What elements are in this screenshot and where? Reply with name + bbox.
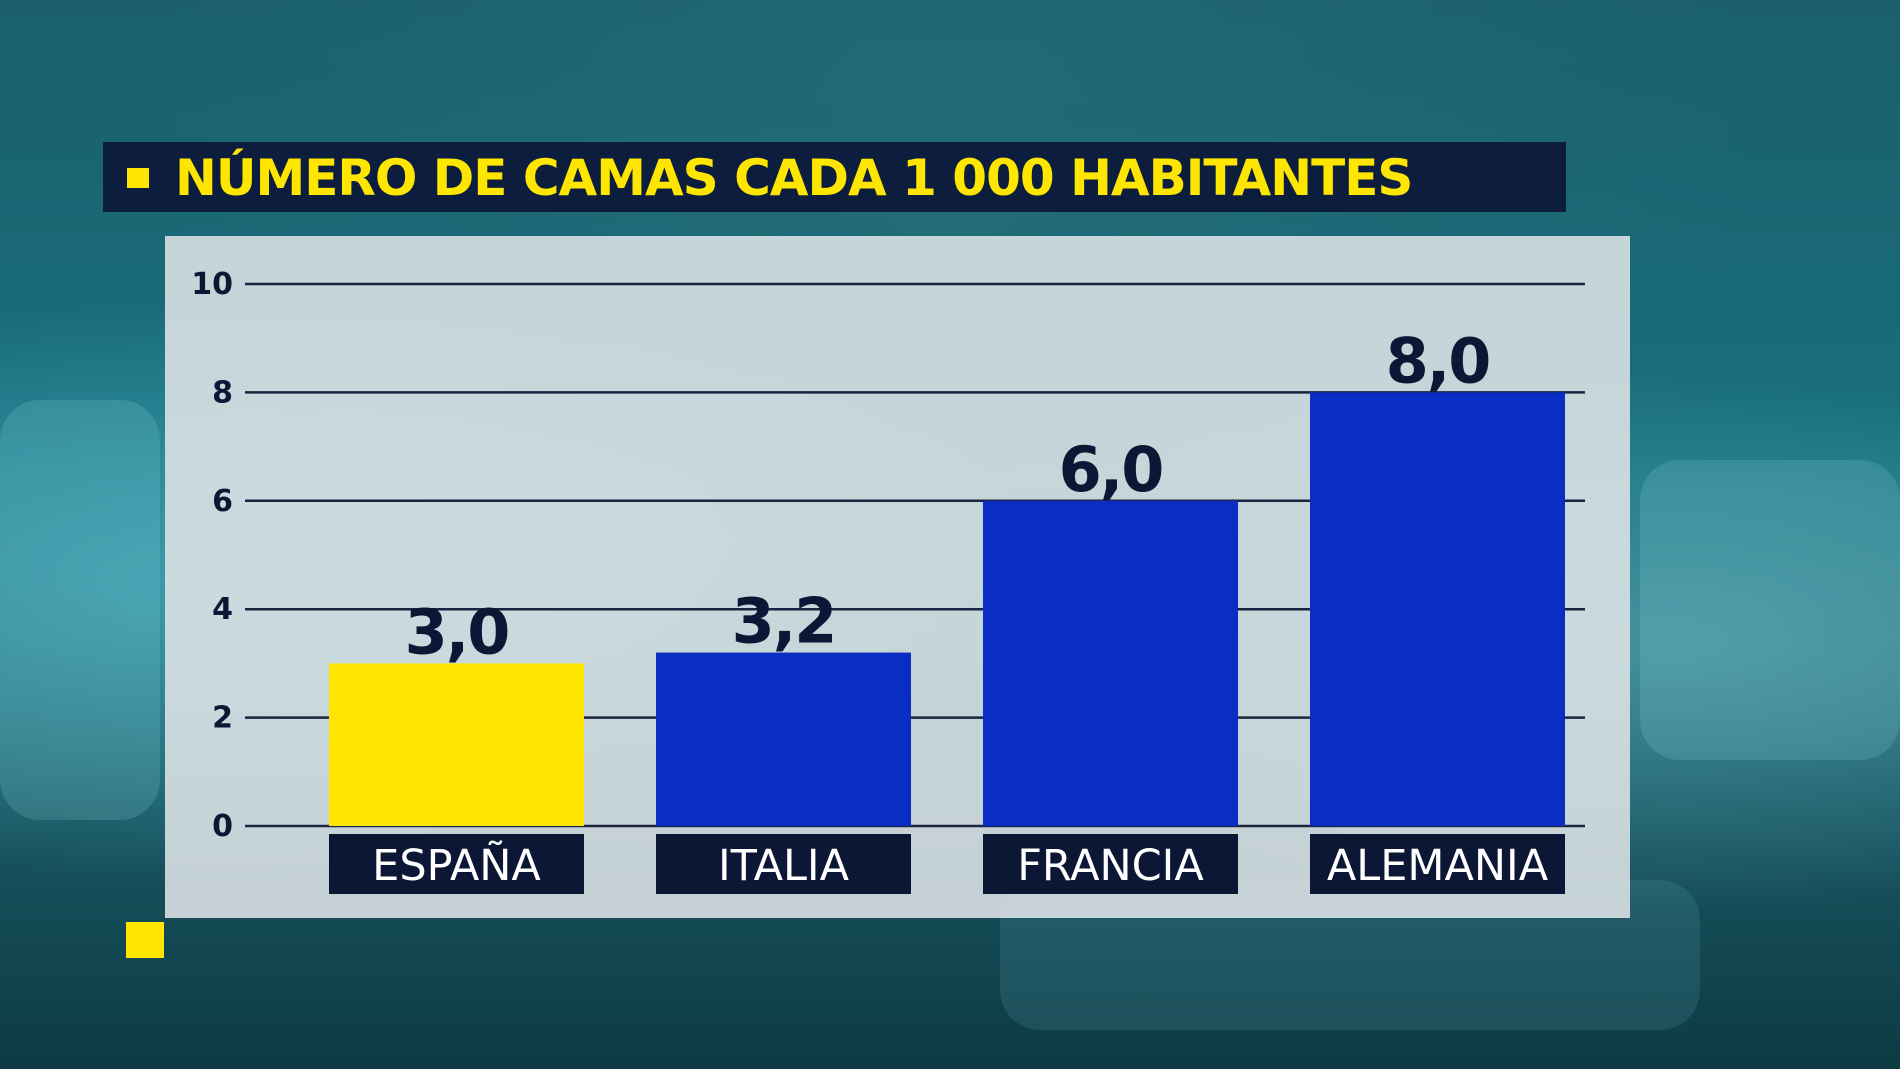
category-labels: ESPAÑA ITALIA FRANCIA ALEMANIA	[329, 834, 1565, 894]
bar-italia	[656, 652, 911, 826]
bars	[329, 392, 1565, 826]
background-bed-shape-left	[0, 400, 160, 820]
y-tick-label-8: 8	[212, 375, 233, 410]
category-box-españa	[329, 834, 584, 894]
value-label-alemania: 8,0	[1386, 324, 1490, 397]
category-box-italia	[656, 834, 911, 894]
bar-españa	[329, 663, 584, 826]
bar-chart: 0 2 4 6 8 10 3,0 3,2 6,0 8,0 ESPAÑA ITALIA FRANCIA…	[191, 267, 1585, 894]
category-box-francia	[983, 834, 1238, 894]
y-tick-label-4: 4	[212, 592, 233, 627]
y-tick-label-0: 0	[212, 809, 233, 844]
title-bullet-square	[127, 168, 149, 188]
chart-title: NÚMERO DE CAMAS CADA 1 000 HABITANTES	[175, 149, 1413, 207]
y-tick-label-10: 10	[191, 267, 233, 302]
value-label-francia: 6,0	[1059, 433, 1163, 506]
category-label-españa: ESPAÑA	[372, 840, 541, 891]
y-tick-label-2: 2	[212, 701, 233, 736]
chart-title-bar: NÚMERO DE CAMAS CADA 1 000 HABITANTES	[103, 142, 1566, 212]
corner-logo-square	[126, 922, 164, 958]
bar-alemania	[1310, 392, 1565, 826]
category-label-francia: FRANCIA	[1017, 841, 1204, 891]
value-label-italia: 3,2	[732, 585, 836, 658]
y-axis-ticks: 0 2 4 6 8 10	[191, 267, 233, 844]
background-bed-shape-right	[1640, 460, 1900, 760]
category-label-alemania: ALEMANIA	[1327, 841, 1549, 891]
value-label-españa: 3,0	[405, 595, 509, 668]
category-box-alemania	[1310, 834, 1565, 894]
bar-francia	[983, 500, 1238, 826]
category-label-italia: ITALIA	[718, 841, 850, 891]
y-tick-label-6: 6	[212, 484, 233, 519]
value-labels: 3,0 3,2 6,0 8,0	[405, 324, 1492, 668]
